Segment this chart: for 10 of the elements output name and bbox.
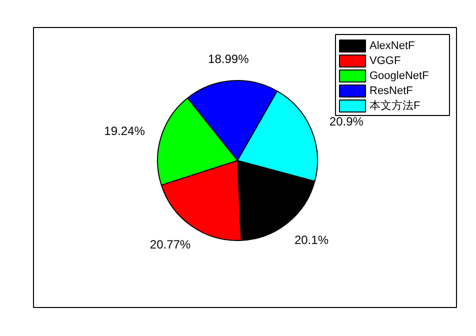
legend-label: GoogleNetF	[370, 70, 430, 82]
legend-label: 本文方法F	[370, 99, 420, 112]
data-label: 20.77%	[150, 237, 191, 252]
data-label: 18.99%	[208, 52, 250, 66]
data-label: 20.9%	[329, 114, 364, 128]
data-label: 19.24%	[104, 124, 146, 138]
legend-label: AlexNetF	[370, 40, 416, 52]
data-label: 20.1%	[294, 232, 329, 247]
legend-label: VGGF	[370, 55, 401, 67]
legend-label: ResNetF	[370, 85, 414, 97]
